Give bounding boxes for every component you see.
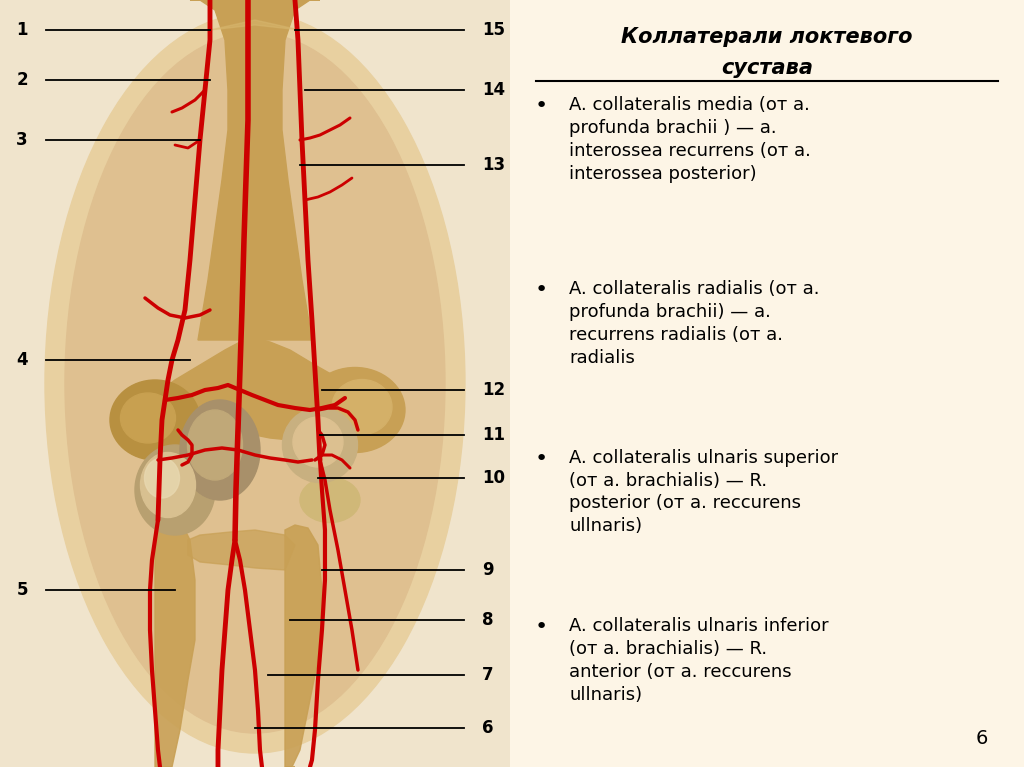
Text: A. collateralis ulnaris superior
(от а. brachialis) — R.
posterior (от а. reccur: A. collateralis ulnaris superior (от а. … [569,449,839,535]
Ellipse shape [144,458,179,498]
Ellipse shape [293,417,343,467]
Text: A. collateralis radialis (от а.
profunda brachii) — а.
recurrens radialis (от а.: A. collateralis radialis (от а. profunda… [569,280,819,367]
Ellipse shape [305,367,404,453]
Ellipse shape [300,478,360,522]
Polygon shape [210,20,300,30]
Text: Коллатерали локтевого: Коллатерали локтевого [622,27,912,47]
Ellipse shape [135,445,215,535]
Text: 1: 1 [16,21,28,39]
Text: 8: 8 [482,611,494,629]
Polygon shape [155,338,360,440]
Text: 15: 15 [482,21,505,39]
Ellipse shape [180,400,260,500]
Polygon shape [285,525,322,767]
Text: 9: 9 [482,561,494,579]
Text: •: • [535,617,548,637]
Text: 12: 12 [482,381,505,399]
Ellipse shape [45,13,465,753]
Text: 6: 6 [482,719,494,737]
Text: 7: 7 [482,666,494,684]
Text: 5: 5 [16,581,28,599]
Ellipse shape [187,410,243,480]
Text: A. collateralis media (от а.
profunda brachii ) — а.
interossea recurrens (от а.: A. collateralis media (от а. profunda br… [569,96,811,183]
Text: 2: 2 [16,71,28,89]
Text: 14: 14 [482,81,505,99]
Polygon shape [155,520,195,767]
Text: 10: 10 [482,469,505,487]
Text: •: • [535,96,548,116]
Text: 13: 13 [482,156,505,174]
Text: •: • [535,280,548,300]
Text: A. collateralis ulnaris inferior
(от а. brachialis) — R.
anterior (от а. reccure: A. collateralis ulnaris inferior (от а. … [569,617,828,704]
Text: 4: 4 [16,351,28,369]
Polygon shape [190,0,319,340]
Ellipse shape [140,453,196,518]
Text: 6: 6 [976,729,988,748]
Text: •: • [535,449,548,469]
Polygon shape [188,530,295,570]
Ellipse shape [65,33,445,733]
Ellipse shape [121,393,175,443]
Text: 11: 11 [482,426,505,444]
Ellipse shape [110,380,200,460]
Text: 3: 3 [16,131,28,149]
Text: сустава: сустава [721,58,813,77]
Ellipse shape [283,407,357,482]
Ellipse shape [332,380,392,434]
